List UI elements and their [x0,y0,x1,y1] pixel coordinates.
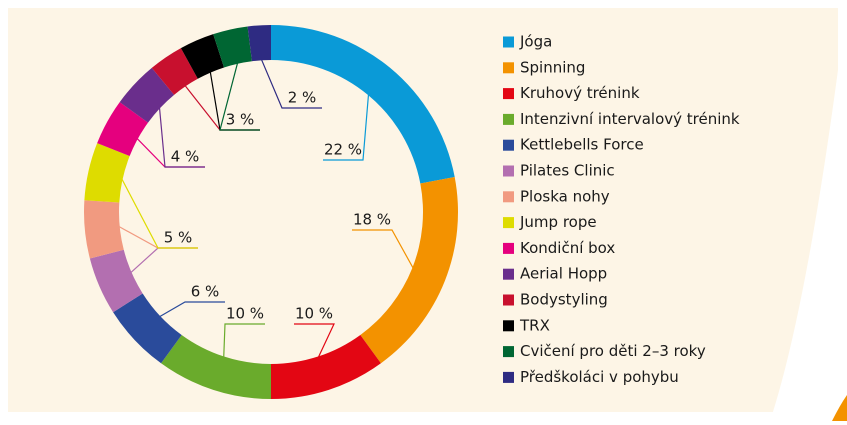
data-label: 18 % [353,211,391,229]
legend-swatch [503,242,514,254]
data-label: 2 % [288,89,317,107]
leader-line [352,229,414,269]
leader-line [159,301,225,318]
data-label: 5 % [164,229,193,247]
slice [113,293,182,364]
legend-label: Kruhový trénink [520,84,640,102]
leader-line [158,107,205,168]
decoration [832,395,847,421]
legend-swatch [503,62,514,74]
leader-line [223,323,265,358]
legend-swatch [503,294,514,306]
leader-line [294,323,335,358]
data-label: 10 % [226,305,264,323]
data-label: 3 % [226,111,255,129]
legend-swatch [503,113,514,125]
slice [119,67,175,123]
data-label: 4 % [171,148,200,166]
legend-label: Bodystyling [520,291,608,309]
legend-swatch [503,88,514,100]
legend-swatch [503,36,514,48]
slice [247,25,271,62]
decoration [770,0,847,421]
legend-label: Jóga [519,33,552,51]
slice [180,34,225,79]
legend-label: TRX [519,316,550,334]
legend-swatch [503,346,514,358]
legend-swatch [503,165,514,177]
legend-label: Ploska nohy [520,187,610,205]
slice [271,25,455,184]
slice [97,102,149,157]
slice [89,249,143,313]
legend-swatch [503,139,514,151]
legend-label: Předškoláci v pohybu [520,368,679,386]
data-label: 6 % [191,283,220,301]
legend-swatch [503,217,514,229]
data-label: 22 % [324,141,362,159]
slice [271,334,381,399]
legend-label: Pilates Clinic [520,162,615,180]
slice [84,200,124,259]
leader-line [323,94,370,161]
slice [360,176,458,364]
legend-label: Jump rope [519,213,597,231]
data-label: 10 % [295,305,333,323]
legend-label: Cvičení pro děti 2–3 roky [520,342,706,360]
legend-label: Spinning [520,58,585,76]
legend-swatch [503,191,514,203]
leader-line [219,62,260,131]
leader-line [121,178,198,249]
legend-swatch [503,268,514,280]
legend-swatch [503,320,514,332]
slice [161,334,271,399]
leader-line [260,59,322,109]
legend-label: Kondiční box [520,239,615,257]
legend-label: Aerial Hopp [520,265,607,283]
slice [151,48,198,95]
legend-swatch [503,371,514,383]
slice [84,143,130,203]
legend-label: Kettlebells Force [520,136,644,154]
slice [213,26,252,68]
legend-label: Intenzivní intervalový trénink [520,110,740,128]
